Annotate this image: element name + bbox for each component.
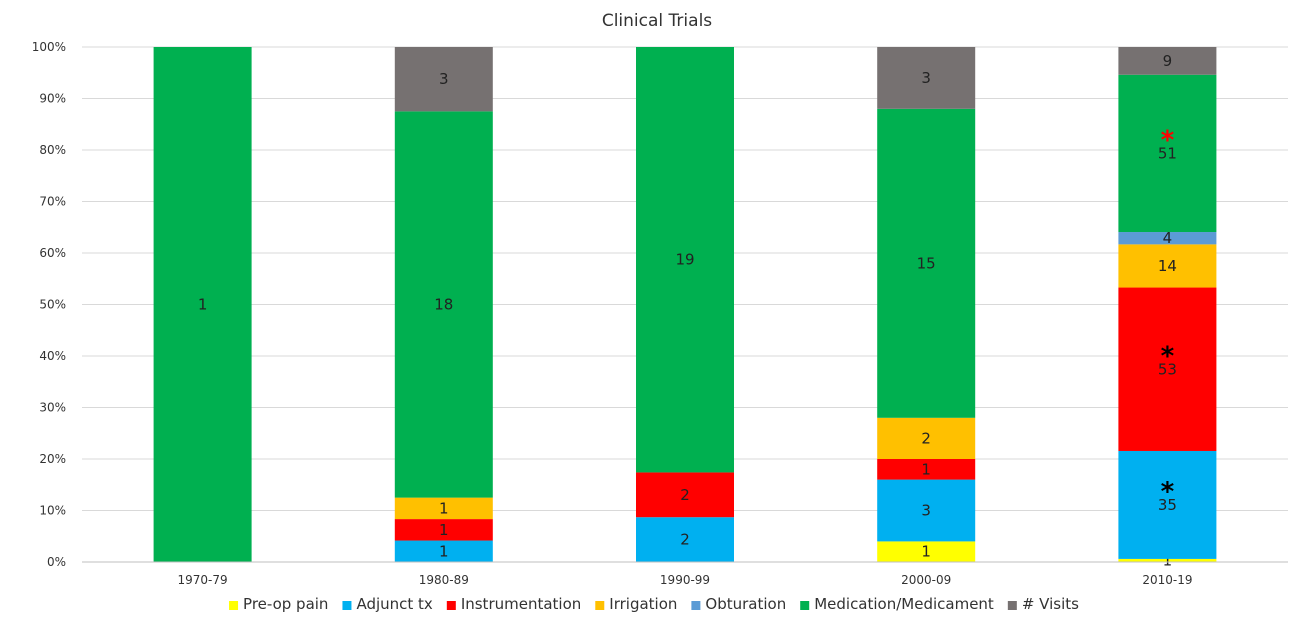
legend-item: Pre-op pain [229, 595, 328, 613]
data-label: 19 [675, 251, 694, 269]
bar-plot-area: 1 1 1 1 18 3 2 2 19 1 3 1 2 15 3 1 35 53 14 4 51 9 * * * [153, 47, 1217, 569]
bar-segment [636, 517, 734, 562]
data-label: 2 [921, 429, 931, 447]
data-label: 3 [439, 70, 449, 88]
bar-segment [394, 540, 493, 562]
legend-label: Obturation [705, 595, 786, 613]
data-label: 2 [680, 486, 690, 504]
data-label: 9 [1163, 52, 1173, 70]
y-tick-label: 0% [47, 555, 66, 569]
data-label: 18 [434, 296, 453, 314]
legend-label: # Visits [1022, 595, 1079, 613]
bar-segment [1118, 244, 1217, 288]
x-tick-label: 1980-89 [419, 573, 469, 587]
bar-segment [1118, 450, 1217, 559]
bar-segment [877, 47, 976, 109]
bar-segment [394, 519, 493, 541]
legend-label: Instrumentation [461, 595, 581, 613]
legend: Pre-op pain Adjunct tx Instrumentation Irri… [229, 595, 1079, 613]
legend-item: Irrigation [595, 595, 677, 613]
data-label: 15 [917, 254, 936, 272]
x-tick-label: 1970-79 [178, 573, 228, 587]
bar-segment [1118, 287, 1217, 451]
legend-item: Instrumentation [446, 595, 581, 613]
bar-segment [153, 47, 252, 562]
significance-marker: * [1161, 125, 1175, 155]
legend-label: Pre-op pain [243, 595, 328, 613]
legend-swatch [342, 601, 352, 610]
y-tick-label: 40% [39, 349, 66, 363]
x-axis: 1970-79 1980-89 1990-99 2000-09 2010-19 [82, 561, 1288, 587]
bar-segment [1118, 558, 1217, 562]
bar-segment [636, 472, 734, 518]
data-label: 1 [439, 542, 449, 560]
x-tick-label: 1990-99 [660, 573, 710, 587]
legend-swatch [446, 601, 456, 610]
legend-label: Medication/Medicament [814, 595, 994, 613]
chart-title: Clinical Trials [602, 11, 712, 31]
data-label: 14 [1158, 257, 1177, 275]
bar-segment [877, 108, 976, 418]
significance-marker: * [1161, 341, 1175, 371]
bar-segment [877, 459, 976, 480]
y-tick-label: 10% [39, 504, 66, 518]
bar-segment [1118, 74, 1217, 233]
y-axis: 0% 10% 20% 30% 40% 50% 60% 70% 80% 90% 100% [32, 40, 66, 569]
y-tick-label: 20% [39, 452, 66, 466]
data-label: 1 [439, 499, 449, 517]
data-label: 1 [1163, 551, 1173, 569]
bar-segment [394, 497, 493, 520]
y-tick-label: 100% [32, 40, 66, 54]
bar-segment [877, 541, 976, 562]
legend-swatch [800, 601, 810, 610]
bar-segment [1118, 232, 1217, 245]
legend-swatch [595, 601, 605, 610]
y-tick-label: 70% [39, 195, 66, 209]
y-tick-label: 80% [39, 143, 66, 157]
data-label: 53 [1158, 360, 1177, 378]
bar-segment [877, 417, 976, 459]
data-label: 3 [921, 69, 931, 87]
legend-swatch [691, 601, 701, 610]
data-label: 4 [1163, 229, 1173, 247]
legend-item: Obturation [691, 595, 786, 613]
legend-item: Medication/Medicament [800, 595, 994, 613]
legend-item: # Visits [1007, 595, 1079, 613]
legend-label: Irrigation [609, 595, 677, 613]
bar-segment [1118, 47, 1217, 75]
data-label: 1 [439, 521, 449, 539]
data-label: 1 [921, 460, 931, 478]
y-tick-label: 90% [39, 92, 66, 106]
y-tick-label: 60% [39, 246, 66, 260]
data-label: 3 [921, 502, 931, 520]
legend-label: Adjunct tx [356, 595, 432, 613]
data-label: 1 [198, 296, 208, 314]
data-label: 1 [921, 543, 931, 561]
x-tick-label: 2010-19 [1142, 573, 1192, 587]
legend-item: Adjunct tx [342, 595, 433, 613]
data-label: 51 [1158, 144, 1177, 162]
data-label: 2 [680, 531, 690, 549]
significance-marker: * [1161, 477, 1175, 507]
y-tick-label: 50% [39, 298, 66, 312]
bar-segment [636, 47, 734, 473]
bar-segment [394, 47, 493, 112]
legend-swatch [229, 601, 239, 610]
data-label: 35 [1158, 496, 1177, 514]
legend-swatch [1007, 601, 1017, 610]
y-tick-label: 30% [39, 401, 66, 415]
bar-segment [394, 111, 493, 498]
x-tick-label: 2000-09 [901, 573, 951, 587]
bar-segment [877, 479, 976, 542]
